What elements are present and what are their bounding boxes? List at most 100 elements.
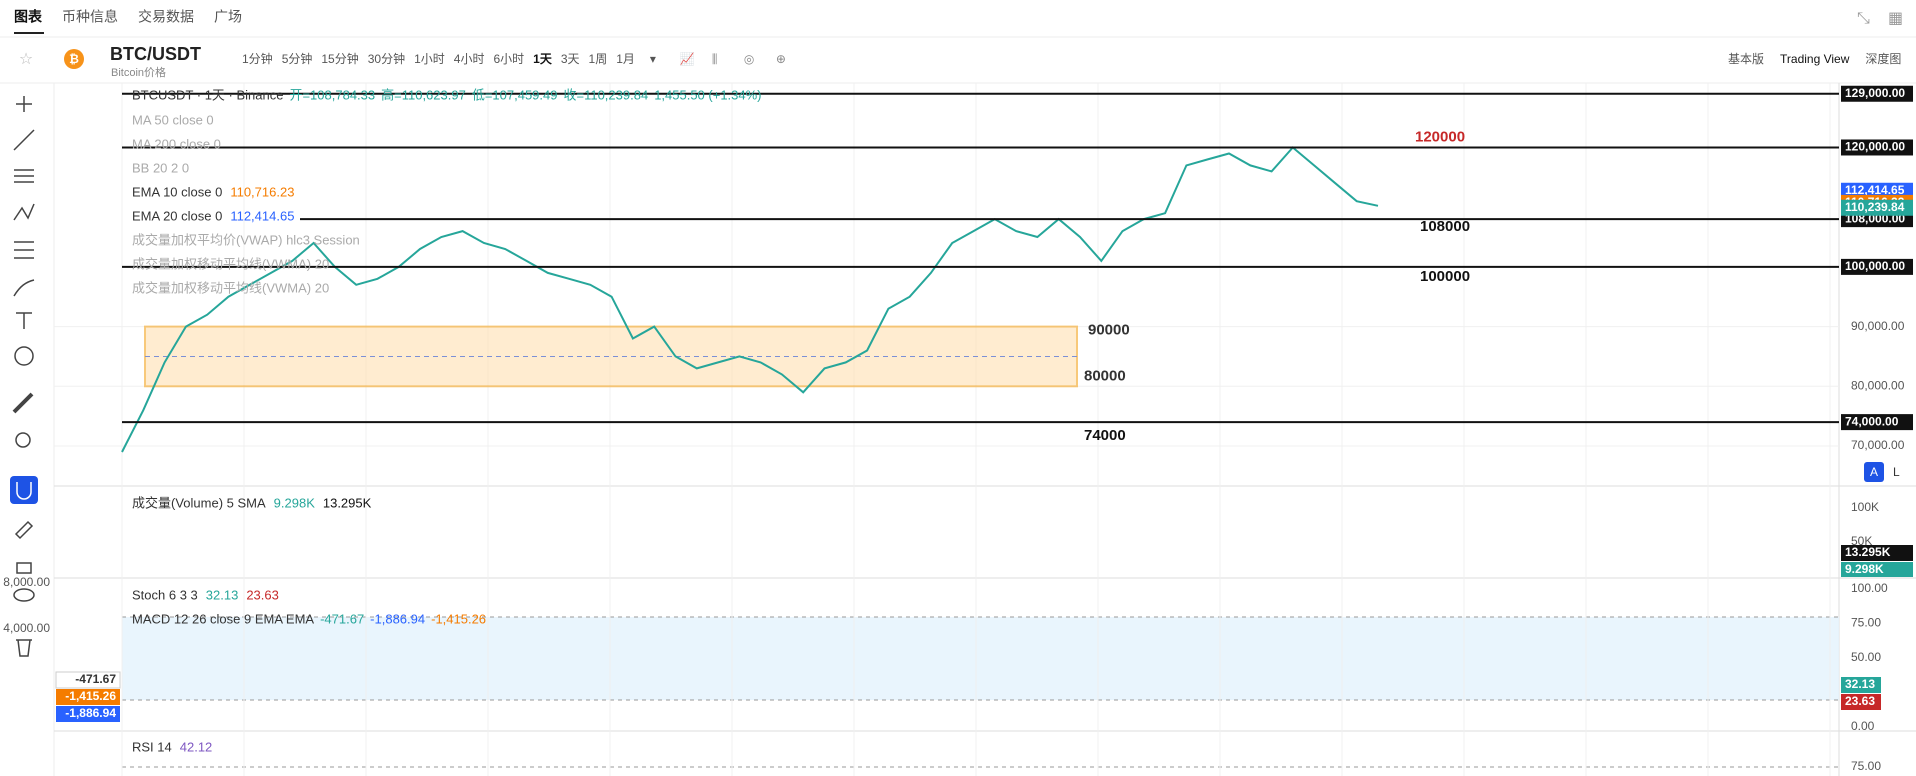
indicator-legend: 成交量加权移动平均线(VWMA) 20 [132,256,329,271]
indicator-legend: EMA 10 close 0 [132,184,222,199]
indicator-legend: 成交量加权移动平均线(VWMA) 20 [132,280,329,295]
legend-close: 收=110,239.84 [563,87,648,102]
level-tag [1841,258,1913,275]
macd-tag [56,689,120,705]
macd-tag-label: -1,415.26 [65,689,116,703]
level-tag-label: 74,000.00 [1845,414,1899,428]
macd-tag [55,671,121,689]
nav-tab[interactable]: 交易数据 [138,9,194,25]
nav-tab[interactable]: 币种信息 [62,9,118,25]
magnet-glyph [16,482,32,500]
osc-tag-label: 23.63 [1845,694,1875,708]
chart-tool[interactable]: ⫼ [712,52,718,66]
price-line [121,146,1379,453]
visibility-tool[interactable] [13,588,35,602]
volume-legend: 成交量(Volume) 5 SMA [132,495,266,510]
nav-tab[interactable]: 图表 [14,9,43,25]
interval[interactable]: 4小时 [454,52,485,66]
pattern-tool[interactable] [13,203,35,221]
ruler-tool[interactable] [12,392,34,414]
auto-scale-button[interactable] [1864,462,1884,482]
price-tag [1841,199,1913,216]
text-tool[interactable] [16,312,32,329]
osc-axis-label: 0.00 [1851,719,1875,733]
btc-icon [64,49,84,69]
volume-axis-label: 50K [1851,534,1872,548]
magnet-tool[interactable] [10,476,38,504]
interval[interactable]: 1分钟 [242,51,273,66]
y-tick-label: 90,000.00 [1851,319,1905,333]
interval[interactable]: 30分钟 [368,51,405,66]
emoji-tool[interactable] [14,346,34,366]
crosshair-tool[interactable] [16,96,32,112]
level-annotation: 100000 [1420,268,1470,285]
chart-tool[interactable]: 📈 [680,52,695,66]
osc-tag [1841,694,1881,710]
nav-tab[interactable]: 广场 [214,9,242,25]
volume-tag [1841,545,1913,561]
view-switch[interactable]: 深度图 [1865,51,1901,66]
osc-tag [1841,677,1881,693]
interval[interactable]: 3天 [561,52,580,66]
level-annotation: 108000 [1420,218,1470,235]
volume-tag-label: 13.295K [1845,545,1891,559]
volume-legend: 13.295K [323,495,372,510]
chart-tool[interactable]: ⊕ [776,52,786,66]
box-label: 80000 [1084,367,1126,384]
interval[interactable]: 6小时 [493,52,524,66]
legend-symbol: BTCUSDT · 1天 · Binance [132,87,283,102]
indicator-value: 110,716.23 [230,184,294,199]
rsi-axis-label: 75.00 [1851,759,1881,773]
lock-draw-tool[interactable] [14,520,34,540]
symbol-subtitle: Bitcoin价格 [111,65,166,79]
stoch-legend: 23.63 [246,587,279,602]
indicator-legend: 成交量加权平均价(VWAP) hlc3 Session [132,232,360,247]
brush-tool[interactable] [13,279,35,297]
macd-tag [56,706,120,722]
top-nav [0,0,1916,37]
stoch-legend: 32.13 [206,587,239,602]
volume-legend: 9.298K [274,495,316,510]
chart-tool[interactable]: ◎ [744,52,754,66]
view-switch[interactable]: Trading View [1780,52,1850,66]
level-annotation: 74000 [1084,427,1126,444]
indicator-value: 112,414.65 [230,208,294,223]
macd-legend: MACD 12 26 close 9 EMA EMA [132,611,314,626]
line-tool[interactable] [13,129,35,151]
symbol[interactable]: BTC/USDT [110,44,201,64]
interval[interactable]: 15分钟 [321,51,358,66]
legend-high: 高=110,623.97 [381,87,466,102]
price-tag [1841,182,1913,199]
favorite-star[interactable]: ☆ [19,51,33,68]
auto-scale-glyph: A [1870,465,1878,479]
interval-more[interactable]: ▾ [650,52,656,66]
interval[interactable]: 1月 [616,52,635,66]
macd-legend: -1,886.94 [370,611,425,626]
collapse-icon[interactable]: ⤡ [1857,10,1870,27]
interval[interactable]: 1周 [589,52,608,66]
macd-axis-label: 8,000.00 [3,575,50,589]
indicator-legend: MA 50 close 0 [132,112,214,127]
fib-tool[interactable] [14,169,34,183]
osc-axis-label: 50.00 [1851,650,1881,664]
interval[interactable]: 1天 [533,52,553,66]
legend-open: 开=108,784.33 [289,87,375,102]
interval[interactable]: 1小时 [414,52,445,66]
lock-tool[interactable] [16,562,32,574]
indicator-legend: BB 20 2 0 [132,160,189,175]
view-switch[interactable]: 基本版 [1728,52,1764,66]
delete-tool[interactable] [16,639,32,657]
log-scale-glyph[interactable]: L [1893,465,1900,479]
projection-tool[interactable] [14,241,34,259]
volume-tag-label: 9.298K [1845,562,1884,576]
indicator-legend: EMA 20 close 0 [132,208,222,223]
level-tag-label: 129,000.00 [1845,86,1905,100]
macd-axis-label: 4,000.00 [3,621,50,635]
y-tick-label: 80,000.00 [1851,378,1905,392]
layout-icon[interactable]: ▦ [1888,10,1903,27]
interval[interactable]: 5分钟 [282,51,313,66]
osc-axis-label: 75.00 [1851,616,1881,630]
macd-tag-label: -1,886.94 [65,706,116,720]
zoom-tool[interactable] [15,432,31,448]
